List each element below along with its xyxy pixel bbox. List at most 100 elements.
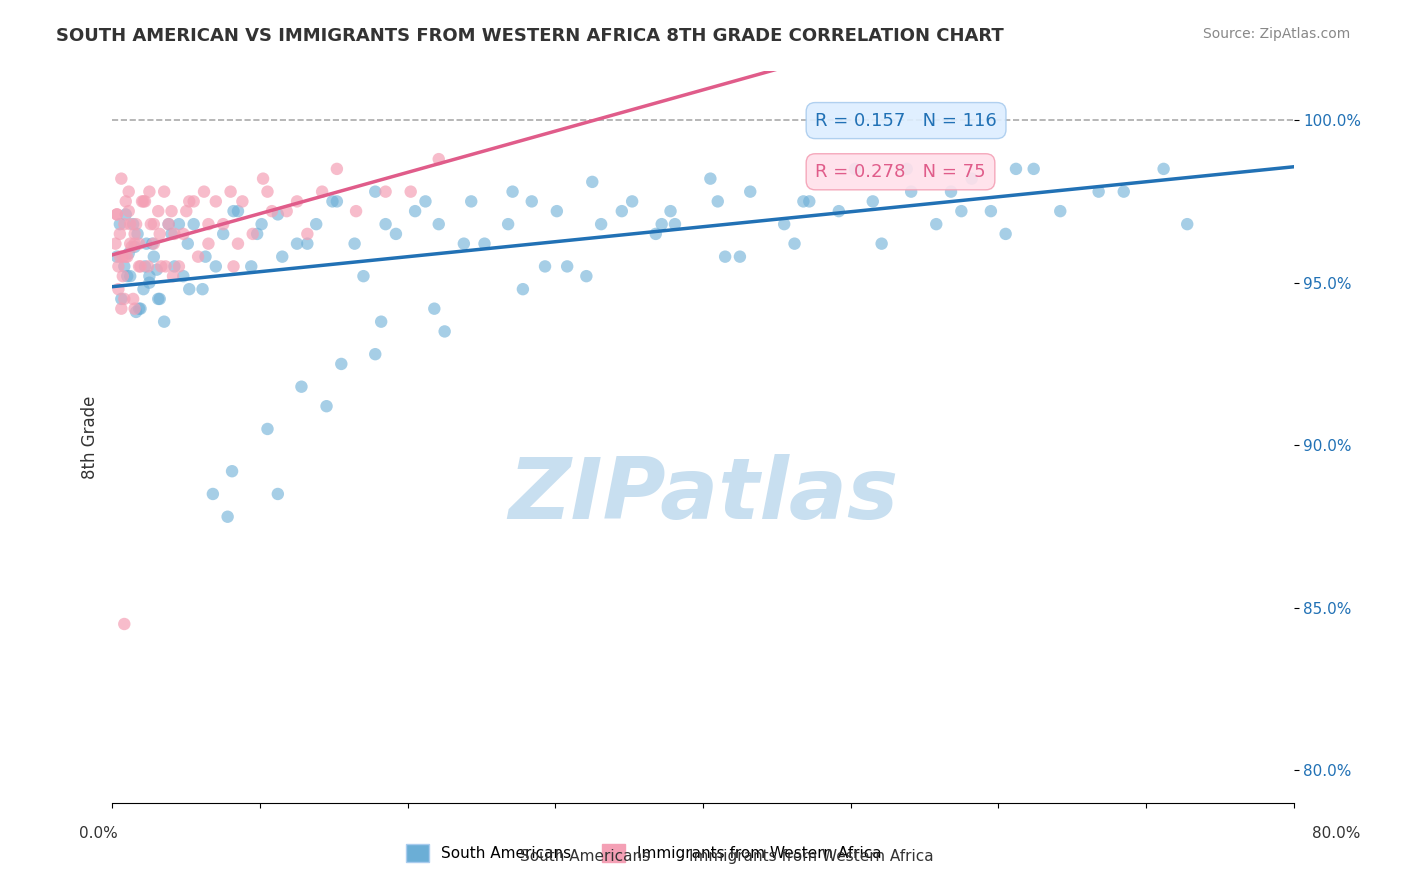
Point — [172, 227, 194, 241]
Point — [110, 301, 132, 316]
Point — [205, 260, 228, 274]
Point — [364, 347, 387, 361]
Point — [610, 204, 633, 219]
Point — [153, 185, 176, 199]
Point — [111, 250, 134, 264]
Point — [222, 204, 245, 219]
Point — [297, 236, 319, 251]
Point — [385, 227, 408, 241]
Point — [110, 171, 132, 186]
Point — [828, 204, 851, 219]
Point — [136, 260, 159, 274]
Point — [160, 227, 183, 241]
Point — [149, 227, 172, 241]
Point — [496, 217, 519, 231]
Point — [117, 250, 138, 264]
Point — [404, 204, 426, 219]
Point — [427, 152, 450, 166]
Point — [124, 227, 146, 241]
Point — [290, 380, 312, 394]
Point — [183, 194, 205, 209]
Point — [122, 217, 145, 231]
Point — [433, 325, 456, 339]
Point — [321, 194, 343, 209]
Point — [108, 227, 131, 241]
Point — [844, 161, 866, 176]
Point — [460, 194, 482, 209]
Point — [792, 194, 814, 209]
Point — [120, 269, 142, 284]
Point — [925, 217, 948, 231]
Point — [502, 185, 524, 199]
Point — [129, 260, 152, 274]
Point — [124, 236, 146, 251]
Point — [142, 250, 165, 264]
Point — [120, 217, 142, 231]
Point — [153, 315, 176, 329]
Point — [160, 204, 183, 219]
Point — [125, 305, 148, 319]
Point — [226, 236, 249, 251]
Point — [114, 250, 136, 264]
Point — [664, 217, 686, 231]
Point — [226, 204, 249, 219]
Point — [1087, 185, 1109, 199]
Text: South Americans: South Americans — [520, 849, 651, 863]
Point — [219, 185, 242, 199]
Point — [105, 250, 128, 264]
Point — [651, 217, 673, 231]
Point — [112, 217, 135, 231]
Point — [1175, 217, 1198, 231]
Point — [352, 269, 374, 284]
Point — [950, 204, 973, 219]
Point — [132, 282, 155, 296]
Point — [474, 236, 496, 251]
Point — [187, 250, 209, 264]
Point — [163, 227, 186, 241]
Point — [659, 204, 682, 219]
Point — [114, 207, 136, 221]
Point — [399, 185, 422, 199]
Point — [960, 171, 983, 186]
Point — [222, 260, 245, 274]
Point — [117, 269, 138, 284]
Point — [415, 194, 437, 209]
Point — [120, 236, 142, 251]
Point — [534, 260, 557, 274]
Point — [150, 260, 173, 274]
Point — [129, 301, 152, 316]
Point — [124, 240, 146, 254]
Point — [141, 236, 163, 251]
Point — [172, 269, 194, 284]
Text: 80.0%: 80.0% — [1312, 827, 1360, 841]
Point — [267, 207, 290, 221]
Point — [122, 292, 145, 306]
Point — [107, 282, 129, 296]
Point — [862, 194, 884, 209]
Text: Source: ZipAtlas.com: Source: ZipAtlas.com — [1202, 27, 1350, 41]
Point — [330, 357, 353, 371]
Legend: South Americans, Immigrants from Western Africa: South Americans, Immigrants from Western… — [401, 838, 887, 868]
Point — [374, 185, 396, 199]
Point — [783, 236, 806, 251]
Point — [714, 250, 737, 264]
Point — [197, 236, 219, 251]
Point — [132, 194, 155, 209]
Text: R = 0.278   N = 75: R = 0.278 N = 75 — [815, 163, 986, 181]
Point — [212, 217, 235, 231]
Point — [285, 236, 308, 251]
Point — [148, 292, 170, 306]
Point — [124, 301, 146, 316]
Point — [250, 217, 273, 231]
Point — [114, 194, 136, 209]
Point — [217, 509, 239, 524]
Point — [256, 422, 278, 436]
Point — [193, 185, 215, 199]
Point — [900, 185, 922, 199]
Point — [167, 217, 190, 231]
Point — [118, 246, 141, 260]
Point — [773, 217, 796, 231]
Point — [343, 236, 366, 251]
Point — [242, 227, 264, 241]
Point — [135, 236, 157, 251]
